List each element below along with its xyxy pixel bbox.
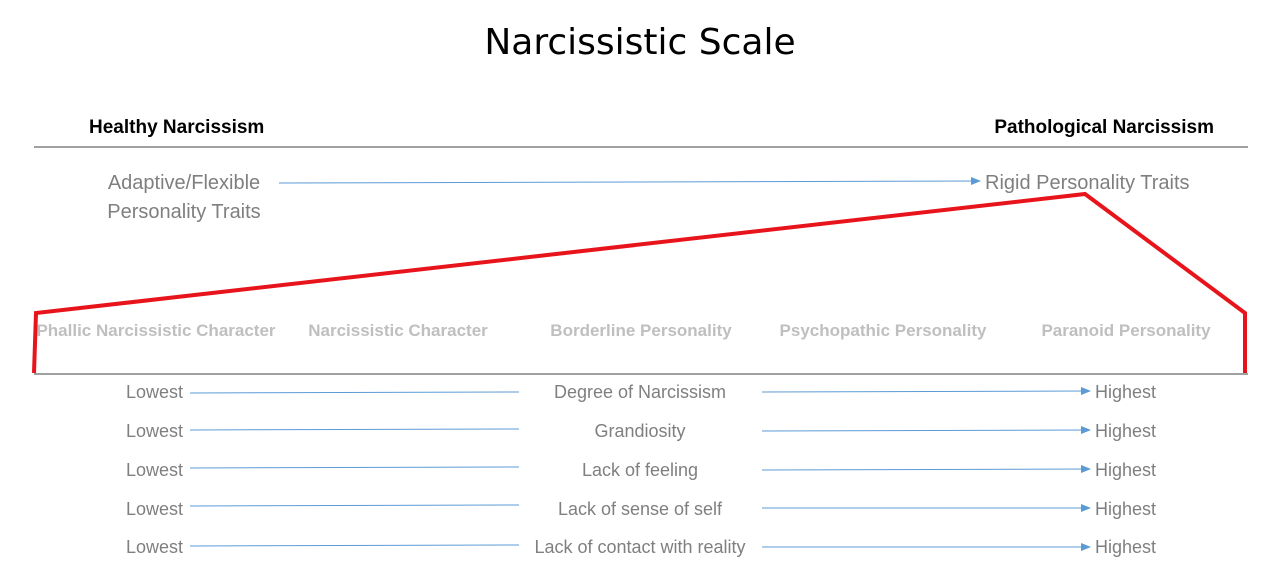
category-paranoid-personality: Paranoid Personality [1041,321,1211,340]
row-high-label: Highest [1095,421,1157,441]
trait-arrow [278,177,981,186]
category-psychopathic-personality: Psychopathic Personality [779,321,987,340]
row-line-left-2 [189,428,520,431]
row-criterion: Lack of sense of self [557,499,723,519]
row-high-label: Highest [1095,499,1157,519]
row-criterion: Lack of feeling [581,460,699,480]
row-low-label: Lowest [126,499,184,519]
row-line-left-3 [189,466,520,469]
row-high-label: Highest [1095,537,1157,557]
adaptive-traits-label: Adaptive/Flexible Personality Traits [107,172,261,223]
row-low-label: Lowest [126,460,184,480]
row-line-left-1 [189,391,520,394]
healthy-narcissism-heading: Healthy Narcissism [89,117,265,138]
row-arrow-right-3 [761,465,1091,474]
category-phallic-narcissistic: Phallic Narcissistic Character [36,321,276,340]
row-high-label: Highest [1095,382,1157,402]
zoom-outline [32,191,1247,374]
row-low-label: Lowest [126,382,184,402]
rigid-traits-label: Rigid Personality Traits [985,172,1190,194]
row-high-label: Highest [1095,460,1157,480]
row-low-label: Lowest [126,421,184,441]
row-line-left-4 [189,504,520,507]
row-arrow-right-2 [761,426,1091,435]
row-line-left-5 [189,544,520,547]
category-borderline-personality: Borderline Personality [550,321,732,340]
row-criterion: Grandiosity [594,421,686,441]
category-narcissistic-character: Narcissistic Character [308,321,488,340]
row-low-label: Lowest [126,537,184,557]
pathological-narcissism-heading: Pathological Narcissism [994,117,1214,138]
row-arrow-right-1 [761,387,1091,396]
page-title: Narcissistic Scale [484,22,796,63]
row-criterion: Degree of Narcissism [553,382,727,402]
row-criterion: Lack of contact with reality [534,537,746,557]
